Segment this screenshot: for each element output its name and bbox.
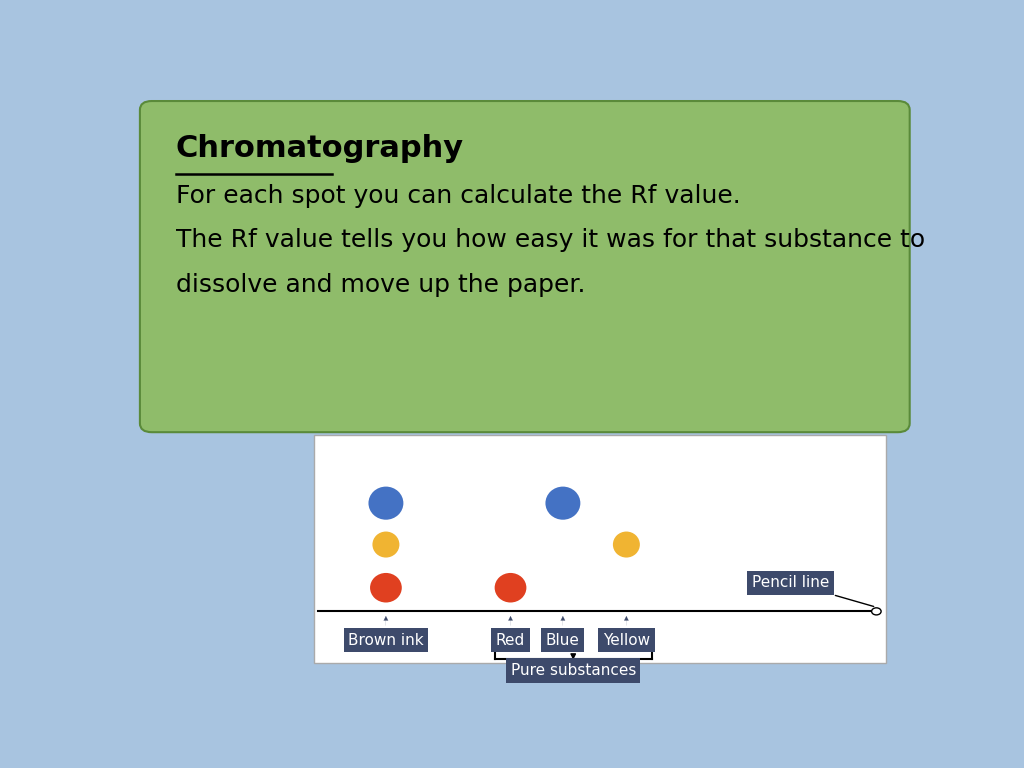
Ellipse shape: [370, 573, 401, 603]
Text: Pencil line: Pencil line: [752, 575, 873, 607]
Text: Red: Red: [496, 616, 525, 648]
Text: Brown ink: Brown ink: [348, 616, 424, 648]
FancyBboxPatch shape: [314, 435, 886, 663]
Text: Pure substances: Pure substances: [511, 663, 636, 678]
Text: For each spot you can calculate the Rf value.: For each spot you can calculate the Rf v…: [176, 184, 740, 208]
Text: Chromatography: Chromatography: [176, 134, 464, 163]
Ellipse shape: [373, 531, 399, 558]
Text: dissolve and move up the paper.: dissolve and move up the paper.: [176, 273, 585, 296]
Ellipse shape: [495, 573, 526, 603]
Text: The Rf value tells you how easy it was for that substance to: The Rf value tells you how easy it was f…: [176, 228, 925, 252]
Ellipse shape: [369, 487, 403, 520]
Ellipse shape: [613, 531, 640, 558]
Ellipse shape: [546, 487, 581, 520]
Circle shape: [871, 607, 881, 615]
Text: Blue: Blue: [546, 616, 580, 648]
FancyBboxPatch shape: [140, 101, 909, 432]
Text: Yellow: Yellow: [603, 616, 650, 648]
